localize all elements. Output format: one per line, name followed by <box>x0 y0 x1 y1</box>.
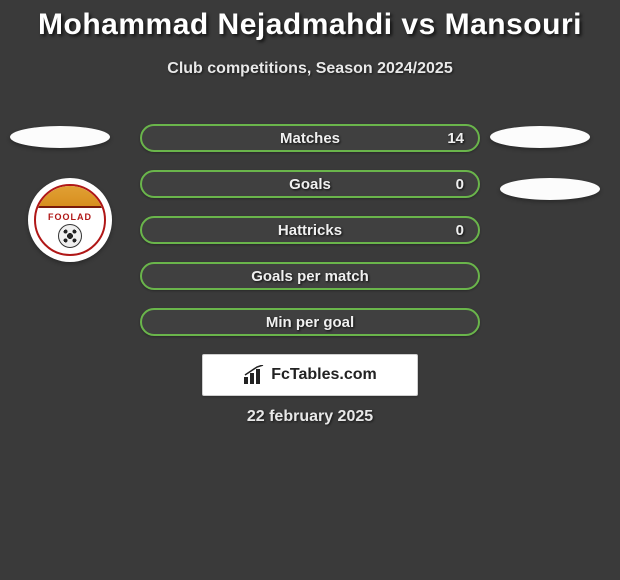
subtitle: Club competitions, Season 2024/2025 <box>0 42 620 78</box>
club-badge-left: FOOLAD <box>28 178 112 262</box>
brand-text: FcTables.com <box>271 366 377 384</box>
stat-label: Matches <box>280 130 340 147</box>
stat-label: Hattricks <box>278 222 342 239</box>
stat-row-hattricks: Hattricks 0 <box>140 216 480 244</box>
stat-label: Goals <box>289 176 331 193</box>
stat-value: 0 <box>456 176 464 193</box>
stat-row-goals-per-match: Goals per match <box>140 262 480 290</box>
stat-row-goals: Goals 0 <box>140 170 480 198</box>
stat-row-min-per-goal: Min per goal <box>140 308 480 336</box>
stat-bars: Matches 14 Goals 0 Hattricks 0 Goals per match… <box>140 124 480 354</box>
club-badge-top-band <box>36 186 104 208</box>
stat-row-matches: Matches 14 <box>140 124 480 152</box>
club-badge-inner: FOOLAD <box>34 184 106 256</box>
page-title: Mohammad Nejadmahdi vs Mansouri <box>0 0 620 42</box>
club-badge-label: FOOLAD <box>36 212 104 222</box>
side-ellipse-2 <box>500 178 600 200</box>
soccer-ball-icon <box>58 224 82 248</box>
side-ellipse-0 <box>10 126 110 148</box>
stat-value: 14 <box>447 130 464 147</box>
brand-box: FcTables.com <box>202 354 418 396</box>
stat-value: 0 <box>456 222 464 239</box>
stat-label: Goals per match <box>251 268 369 285</box>
stat-label: Min per goal <box>266 314 354 331</box>
bars-chart-icon <box>243 365 265 385</box>
date-text: 22 february 2025 <box>0 408 620 426</box>
side-ellipse-1 <box>490 126 590 148</box>
